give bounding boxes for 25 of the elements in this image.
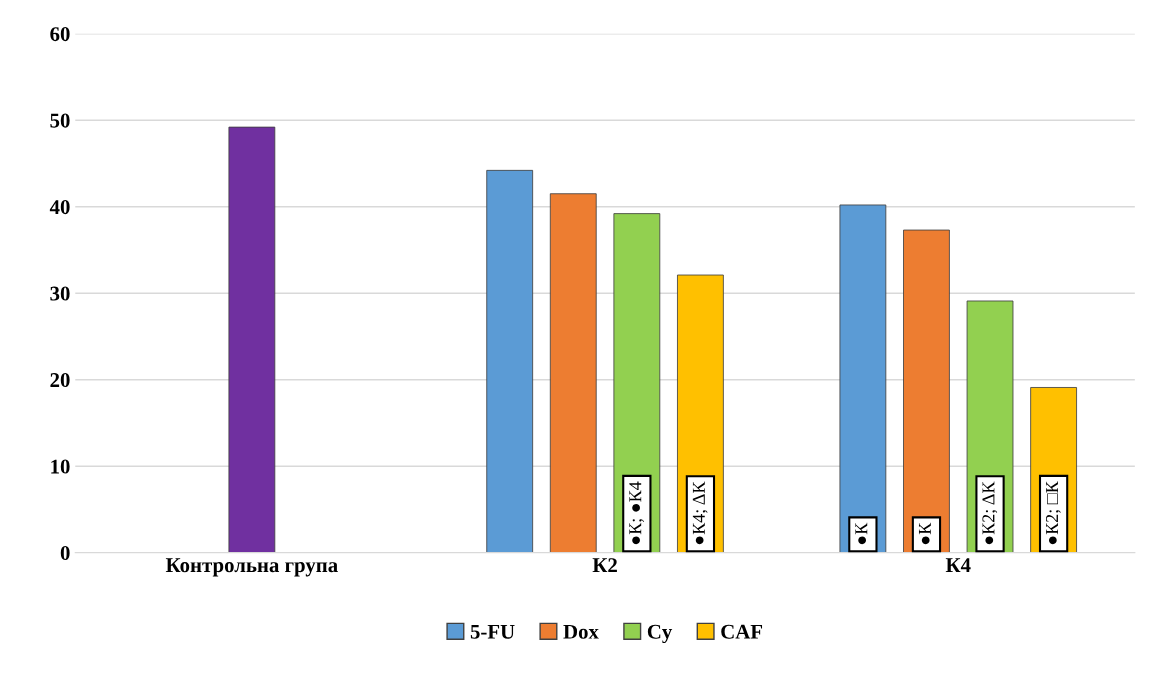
legend-label: 5-FU bbox=[470, 624, 515, 639]
x-tick-label: К4 bbox=[945, 558, 971, 572]
data-label: ●К2; ΔК bbox=[982, 481, 998, 545]
y-tick-label: 20 bbox=[50, 373, 70, 388]
bar bbox=[839, 204, 887, 553]
bar bbox=[549, 193, 597, 553]
bar bbox=[486, 169, 534, 553]
y-tick-label: 30 bbox=[50, 286, 70, 301]
data-label: ●К bbox=[855, 522, 868, 545]
x-tick-label: Контрольна група bbox=[165, 558, 338, 577]
data-label: ●К; ●К4 bbox=[629, 481, 644, 545]
y-tick-label: 50 bbox=[50, 113, 70, 128]
legend-label: Dox bbox=[563, 624, 599, 639]
x-tick-label: К2 bbox=[592, 558, 617, 572]
data-label: ●К2; □К bbox=[1045, 481, 1061, 545]
bar bbox=[903, 229, 950, 553]
y-tick-label: 60 bbox=[50, 27, 70, 42]
y-tick-label: 40 bbox=[49, 200, 70, 215]
y-tick-label: 10 bbox=[51, 459, 70, 474]
bar bbox=[228, 126, 276, 553]
data-label: ●К4; ΔК bbox=[692, 481, 708, 545]
y-tick-label: 0 bbox=[60, 546, 70, 561]
legend-label: Cy bbox=[647, 624, 673, 644]
data-label: ●К bbox=[918, 522, 931, 545]
legend-label: CAF bbox=[721, 624, 763, 639]
